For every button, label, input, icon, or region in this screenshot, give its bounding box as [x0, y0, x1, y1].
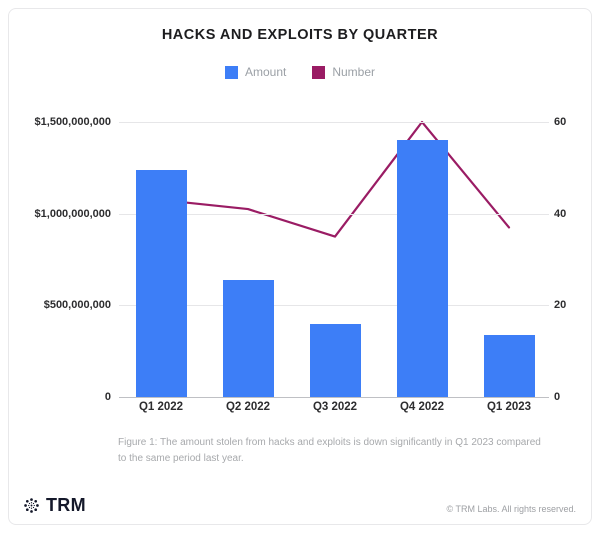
gridline [119, 122, 549, 123]
x-axis-label: Q2 2022 [225, 401, 271, 413]
x-axis-line [119, 397, 549, 398]
x-axis-label: Q1 2023 [486, 401, 532, 413]
amount-bar [396, 140, 448, 397]
right-axis-tick: 0 [554, 391, 561, 403]
trm-logo: TRM [22, 495, 86, 516]
gridline [119, 305, 549, 307]
figure-caption: Figure 1: The amount stolen from hacks a… [118, 437, 541, 464]
legend-item-number: Number [312, 65, 375, 79]
amount-bar [483, 334, 535, 397]
right-axis-tick: 20 [554, 299, 567, 312]
legend-label-amount: Amount [244, 65, 287, 79]
copyright-text: © TRM Labs. All rights reserved. [446, 504, 576, 514]
amount-bar [309, 323, 361, 397]
x-axis-label: Q3 2022 [312, 401, 358, 413]
left-axis-tick: 0 [104, 391, 111, 403]
plot-area: $1,500,000,000 60 $1,000,000,000 40 $500,000… [9, 9, 591, 524]
chart-title: HACKS AND EXPLOITS BY QUARTER [161, 27, 439, 43]
right-axis-tick: 40 [554, 207, 567, 220]
left-axis-tick: $1,500,000,000 [34, 116, 111, 128]
chart-card: HACKS AND EXPLOITS BY QUARTER Amount Num… [8, 8, 592, 525]
amount-bar [135, 169, 187, 397]
amount-bar [222, 279, 274, 397]
number-swatch-icon [312, 65, 326, 79]
legend-label-number: Number [332, 65, 376, 79]
legend: Amount Number [9, 65, 591, 79]
x-axis-label: Q1 2022 [138, 401, 184, 413]
x-axis-label: Q4 2022 [399, 401, 445, 413]
amount-swatch-icon [224, 65, 238, 79]
trm-brand-text: TRM [46, 495, 86, 515]
trm-starburst-icon [24, 498, 39, 513]
gridline [119, 213, 549, 215]
number-line-series [159, 120, 511, 238]
left-axis-tick: $500,000,000 [43, 299, 111, 312]
right-axis-tick: 60 [554, 116, 567, 128]
left-axis-tick: $1,000,000,000 [34, 207, 111, 220]
legend-item-amount: Amount [224, 65, 287, 79]
